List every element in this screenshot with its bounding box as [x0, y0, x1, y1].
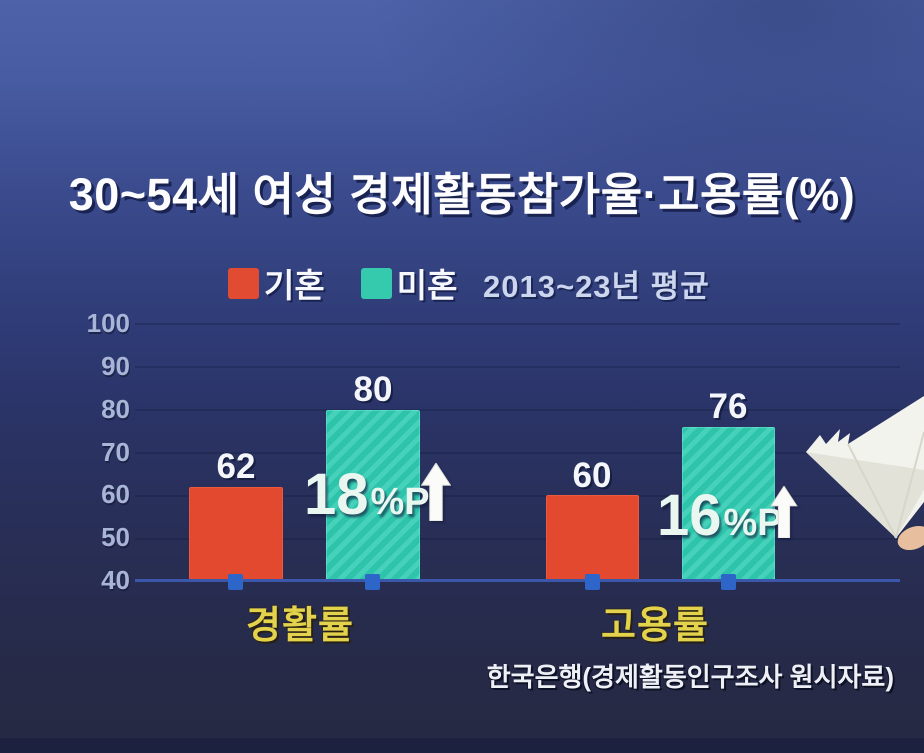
bar-married-employment-rate	[546, 495, 639, 581]
diff-value: 16	[657, 483, 722, 548]
y-axis-label-90: 90	[101, 351, 130, 381]
value-label-married-activity: 62	[216, 447, 256, 486]
paper-airplane-photo	[790, 390, 924, 552]
chart-title: 30~54세 여성 경제활동참가율·고용률(%)	[68, 169, 856, 220]
axis-tick-marker	[585, 574, 600, 590]
gridline-100	[135, 323, 900, 325]
value-label-single-activity: 80	[353, 370, 393, 409]
bar-single-employment-rate	[682, 426, 775, 581]
diff-annotation-employment: 16 %P	[657, 487, 783, 545]
legend: 기혼 미혼	[228, 259, 463, 307]
source-attribution: 한국은행(경제활동인구조사 원시자료)	[486, 662, 894, 692]
legend-single-swatch	[360, 267, 392, 299]
up-arrow-icon	[770, 486, 798, 538]
axis-tick-marker	[228, 574, 243, 590]
diff-annotation-activity: 18 %P	[304, 466, 430, 524]
gridline-60	[135, 495, 900, 497]
x-axis-line	[135, 579, 900, 582]
y-axis-label-60: 60	[101, 479, 130, 509]
diff-value: 18	[304, 462, 369, 527]
legend-married-swatch	[228, 267, 259, 299]
category-label-employment-rate: 고용률	[601, 605, 709, 647]
gridline-80	[135, 409, 900, 411]
bar-married-activity-rate	[189, 486, 283, 581]
axis-tick-marker	[721, 574, 736, 590]
bar-single-activity-rate	[326, 409, 420, 581]
gridline-90	[135, 366, 900, 368]
bottom-letterbox-band	[0, 738, 924, 753]
gridline-50	[135, 538, 900, 540]
category-label-activity-rate: 경활률	[246, 605, 354, 647]
paper-airplane-icon	[806, 396, 924, 551]
y-axis-label-70: 70	[101, 437, 130, 467]
y-axis-label-40: 40	[101, 565, 130, 595]
legend-single-label: 미혼	[396, 267, 458, 304]
y-axis-label-80: 80	[101, 394, 130, 424]
y-axis-label-100: 100	[86, 308, 130, 338]
axis-tick-marker	[365, 574, 380, 590]
legend-married-label: 기혼	[264, 267, 325, 304]
diff-unit: %P	[370, 481, 430, 523]
value-label-single-employment: 76	[708, 387, 748, 426]
up-arrow-icon	[421, 463, 451, 521]
period-subtitle: 2013~23년 평균	[483, 269, 710, 304]
diff-unit: %P	[723, 502, 783, 544]
gridline-70	[135, 452, 900, 454]
y-axis-label-50: 50	[101, 522, 130, 552]
value-label-married-employment: 60	[572, 456, 612, 495]
